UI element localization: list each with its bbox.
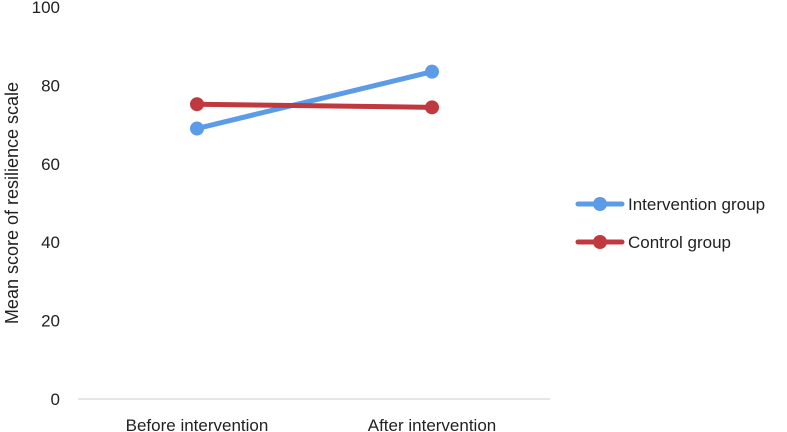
- legend-label: Control group: [628, 233, 731, 252]
- legend-label: Intervention group: [628, 195, 765, 214]
- y-tick-label: 20: [41, 312, 60, 331]
- series-line: [194, 69, 435, 132]
- series-1: [190, 97, 439, 115]
- y-tick-label: 40: [41, 233, 60, 252]
- y-tick-label: 80: [41, 76, 60, 95]
- series-0: [190, 64, 439, 136]
- y-tick-label: 60: [41, 155, 60, 174]
- x-tick-label: Before intervention: [126, 416, 269, 432]
- data-point: [190, 97, 204, 112]
- y-tick-label: 100: [32, 0, 60, 17]
- x-tick-label: After intervention: [368, 416, 497, 432]
- data-point: [190, 121, 204, 136]
- x-axis-ticks: Before intervention After intervention: [126, 416, 497, 432]
- data-point: [425, 64, 439, 79]
- y-axis-ticks: 0 20 40 60 80 100: [32, 0, 60, 409]
- series-line: [194, 101, 435, 110]
- y-axis-title: Mean score of resilience scale: [2, 82, 22, 324]
- legend-marker: [593, 197, 607, 211]
- series-layer: [190, 64, 439, 136]
- legend-marker: [593, 235, 607, 249]
- y-tick-label: 0: [51, 390, 60, 409]
- legend-item: Intervention group: [575, 195, 765, 214]
- legend: Intervention group Control group: [575, 195, 765, 252]
- data-point: [425, 100, 439, 115]
- legend-item: Control group: [575, 233, 731, 252]
